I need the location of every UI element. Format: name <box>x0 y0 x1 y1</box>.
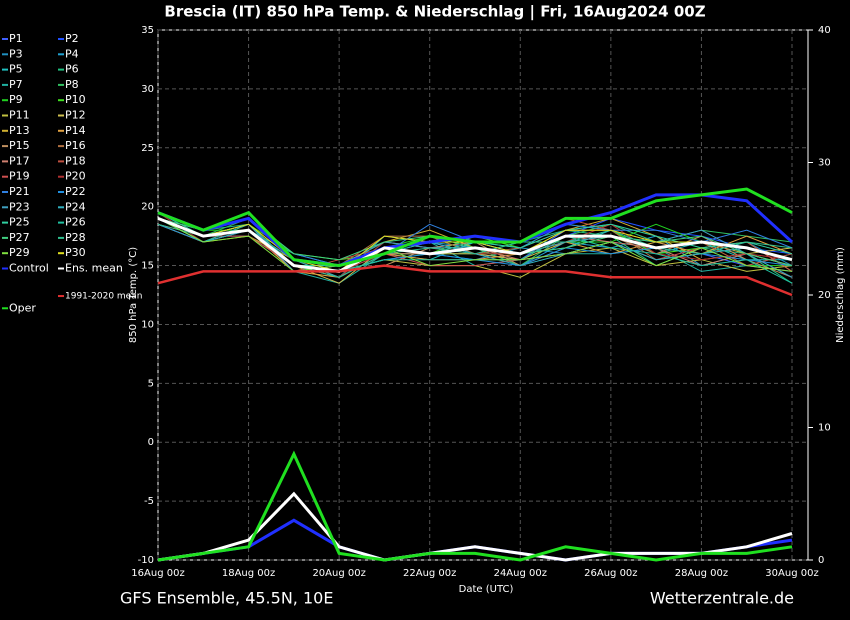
legend-label: P7 <box>9 78 23 91</box>
legend-label: P1 <box>9 32 23 45</box>
legend-label: P19 <box>9 170 30 183</box>
temp-line <box>157 217 793 273</box>
legend-label: P25 <box>9 216 30 229</box>
legend-label: P20 <box>65 170 86 183</box>
legend-label: P22 <box>65 185 86 198</box>
legend-label: P2 <box>65 32 79 45</box>
x-tick-label: 30Aug 00z <box>765 568 818 579</box>
temp-line <box>157 217 793 272</box>
legend-label: P27 <box>9 231 30 244</box>
y-tick-label: 30 <box>141 84 154 95</box>
legend-label: P28 <box>65 231 86 244</box>
footer-left: GFS Ensemble, 45.5N, 10E <box>120 589 333 608</box>
x-tick-label: 24Aug 00z <box>494 568 547 579</box>
y-tick-label: -5 <box>144 496 154 507</box>
legend-label: P16 <box>65 139 86 152</box>
y2-tick-label: 20 <box>818 290 831 301</box>
y2-tick-label: 40 <box>818 25 831 36</box>
y-tick-label: 35 <box>141 25 154 36</box>
temp-line <box>157 193 794 268</box>
y2-axis-label: Niederschlag (mm) <box>835 247 846 343</box>
y-tick-label: 5 <box>148 378 154 389</box>
legend-label: P14 <box>65 124 86 137</box>
x-tick-label: 18Aug 00z <box>222 568 275 579</box>
temp-line <box>157 187 793 268</box>
y-tick-label: 10 <box>141 319 154 330</box>
x-tick-label: 20Aug 00z <box>312 568 365 579</box>
y-axis-label: 850 hPa Temp. (°C) <box>128 247 139 343</box>
legend-label: Control <box>9 262 49 275</box>
legend-label: P13 <box>9 124 30 137</box>
legend-label: P17 <box>9 154 30 167</box>
x-tick-label: 28Aug 00z <box>675 568 728 579</box>
legend-label: P30 <box>65 246 86 259</box>
legend-label: P18 <box>65 154 86 167</box>
y2-tick-label: 10 <box>818 423 831 434</box>
legend-label: P6 <box>65 63 79 76</box>
plot-frame <box>157 29 809 561</box>
x-tick-label: 16Aug 00z <box>131 568 184 579</box>
y-tick-label: 15 <box>141 261 154 272</box>
legend-label: P26 <box>65 216 86 229</box>
x-tick-label: 26Aug 00z <box>584 568 637 579</box>
precip-line <box>157 491 793 562</box>
legend-label: P5 <box>9 63 23 76</box>
legend-label: Ens. mean <box>65 262 123 275</box>
legend-label: P9 <box>9 93 23 106</box>
y2-tick-label: 0 <box>818 555 824 566</box>
y-tick-label: -10 <box>138 555 154 566</box>
legend-label: Oper <box>9 301 36 314</box>
legend-label: P24 <box>65 200 86 213</box>
y-tick-label: 20 <box>141 202 154 213</box>
legend-label: P11 <box>9 109 30 122</box>
y-tick-label: 25 <box>141 143 154 154</box>
precip-line <box>157 450 793 562</box>
legend-label: P29 <box>9 246 30 259</box>
legend-label: P23 <box>9 200 30 213</box>
x-tick-label: 22Aug 00z <box>403 568 456 579</box>
y-tick-label: 0 <box>148 437 154 448</box>
legend-label: P15 <box>9 139 30 152</box>
legend-label: 1991-2020 mean <box>65 292 142 302</box>
legend-label: P8 <box>65 78 79 91</box>
footer-right: Wetterzentrale.de <box>650 589 794 608</box>
legend-label: P4 <box>65 47 79 60</box>
temp-line <box>157 264 793 297</box>
legend-label: P10 <box>65 93 86 106</box>
x-axis-label: Date (UTC) <box>459 584 514 595</box>
chart-title: Brescia (IT) 850 hPa Temp. & Niederschla… <box>164 3 705 22</box>
legend-label: P12 <box>65 109 86 122</box>
legend-label: P3 <box>9 47 23 60</box>
legend-label: P21 <box>9 185 30 198</box>
y2-tick-label: 30 <box>818 158 831 169</box>
